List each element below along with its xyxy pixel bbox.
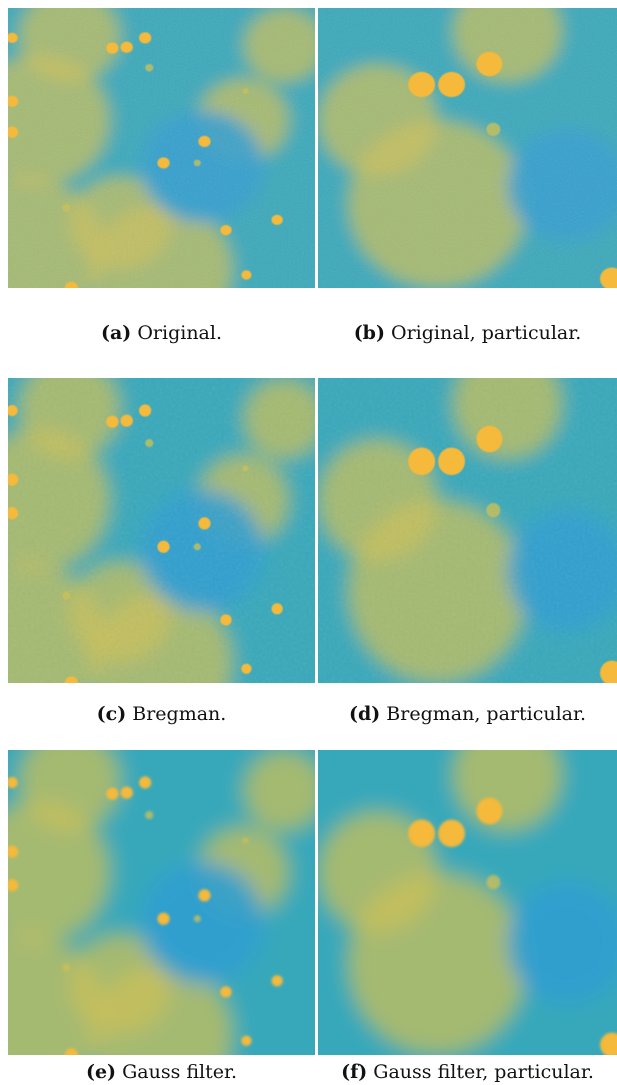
caption-e: (e) Gauss filter. — [8, 1061, 315, 1083]
panel-c-image — [8, 378, 315, 683]
caption-c: (c) Bregman. — [8, 703, 315, 725]
panel-a-image — [8, 8, 315, 288]
caption-e-label: (e) — [85, 1061, 117, 1083]
caption-a-text: Original. — [137, 322, 222, 344]
caption-c-text: Bregman. — [132, 703, 227, 725]
panel-f-image — [318, 750, 617, 1055]
caption-b-label: (b) — [353, 322, 385, 344]
panel-b-image — [318, 8, 617, 288]
panel-a-svg — [8, 8, 315, 288]
caption-b-text: Original, particular. — [391, 322, 582, 344]
caption-c-label: (c) — [96, 703, 127, 725]
caption-f: (f) Gauss filter, particular. — [318, 1061, 617, 1083]
caption-b: (b) Original, particular. — [318, 322, 617, 344]
panel-e-image — [8, 750, 315, 1055]
panel-d-svg — [318, 378, 617, 683]
caption-d: (d) Bregman, particular. — [318, 703, 617, 725]
panel-f-svg — [318, 750, 617, 1055]
panel-e-svg — [8, 750, 315, 1055]
caption-a-label: (a) — [101, 322, 132, 344]
caption-f-text: Gauss filter, particular. — [373, 1061, 594, 1083]
caption-e-text: Gauss filter. — [122, 1061, 238, 1083]
caption-d-text: Bregman, particular. — [386, 703, 587, 725]
caption-a: (a) Original. — [8, 322, 315, 344]
caption-f-label: (f) — [341, 1061, 368, 1083]
panel-b-svg — [318, 8, 617, 288]
panel-c-svg — [8, 378, 315, 683]
panel-d-image — [318, 378, 617, 683]
caption-d-label: (d) — [348, 703, 381, 725]
